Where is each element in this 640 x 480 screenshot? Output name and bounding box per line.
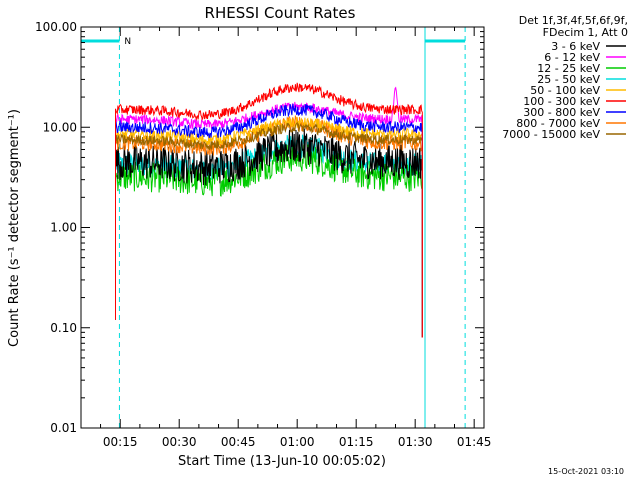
legend-entry-label: 300 - 800 keV: [523, 106, 600, 119]
saa-label: N: [124, 37, 131, 47]
series-line-0: [115, 128, 423, 338]
x-tick-label: 01:15: [339, 435, 374, 449]
y-tick-label: 1.00: [50, 221, 77, 235]
legend-entry-label: 800 - 7000 keV: [516, 117, 600, 130]
legend-entry-label: 25 - 50 keV: [537, 73, 600, 86]
x-axis-label: Start Time (13-Jun-10 00:05:02): [178, 454, 386, 469]
legend-entry-label: 100 - 300 keV: [523, 95, 600, 108]
x-tick-label: 00:45: [221, 435, 256, 449]
y-tick-label: 10.00: [43, 120, 77, 134]
y-axis-label: Count Rate (s⁻¹ detector segment⁻¹): [7, 109, 22, 347]
series-line-1: [115, 86, 423, 338]
series-line-5: [115, 82, 423, 338]
y-axis: 0.01 0.10 1.00 10.00 100.00: [35, 20, 484, 435]
night-markers: N: [80, 27, 466, 428]
legend-header: FDecim 1, Att 0: [543, 26, 628, 39]
y-tick-label: 100.00: [35, 20, 77, 34]
legend-entry-label: 3 - 6 keV: [551, 40, 600, 53]
series-lines: [115, 82, 423, 338]
series-line-8: [115, 121, 423, 338]
legend-entry-label: 50 - 100 keV: [530, 84, 600, 97]
chart-title: RHESSI Count Rates: [205, 4, 356, 22]
legend-entry-label: 6 - 12 keV: [544, 51, 600, 64]
y-tick-label: 0.01: [50, 421, 77, 435]
series-line-6: [115, 103, 423, 338]
x-tick-label: 00:15: [103, 435, 138, 449]
footer-timestamp: 15-Oct-2021 03:10: [548, 467, 624, 476]
legend: Det 1f,3f,4f,5f,6f,9f,FDecim 1, Att 03 -…: [502, 14, 628, 141]
plot-frame: [80, 26, 485, 429]
legend-entry-label: 7000 - 15000 keV: [502, 128, 600, 141]
x-tick-label: 01:00: [280, 435, 315, 449]
x-tick-label: 00:30: [162, 435, 197, 449]
legend-entry-label: 12 - 25 keV: [537, 62, 600, 75]
legend-header: Det 1f,3f,4f,5f,6f,9f,: [519, 14, 628, 27]
x-tick-label: 01:45: [457, 435, 492, 449]
x-tick-label: 01:30: [398, 435, 433, 449]
x-axis: 00:15 00:30 00:45 01:00 01:15 01:30 01:45: [100, 27, 492, 449]
y-tick-label: 0.10: [50, 321, 77, 335]
